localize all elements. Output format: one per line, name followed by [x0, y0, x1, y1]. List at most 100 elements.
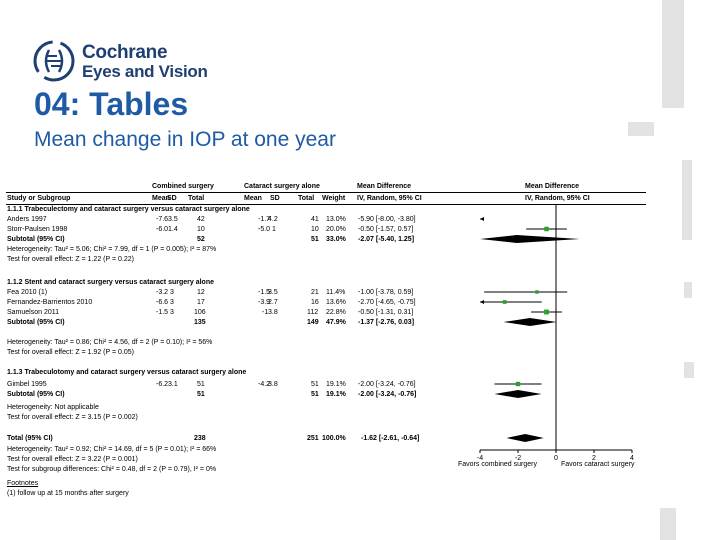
total-weight: 100.0% [322, 435, 346, 442]
col-header-mean1: Mean [152, 195, 170, 202]
study-weight: 22.8% [326, 309, 346, 316]
study-sd2: 2.7 [268, 299, 278, 306]
ci-arrow [480, 217, 484, 221]
total-n2: 251 [307, 435, 319, 442]
effect-marker [544, 309, 549, 315]
overall-effect-text: Test for overall effect: Z = 1.92 (P = 0… [7, 349, 134, 356]
pooled-diamond [506, 434, 544, 442]
study-n2: 41 [311, 216, 319, 223]
brand-subname: Eyes and Vision [82, 62, 208, 81]
total-label: Total (95% CI) [7, 435, 53, 442]
favours-right-label: Favors cataract surgery [561, 461, 635, 468]
group-header-cataract: Cataract surgery alone [244, 183, 320, 190]
pooled-diamond [503, 318, 557, 326]
study-name: Gimbel 1995 [7, 381, 47, 388]
study-name: Samuelson 2011 [7, 309, 60, 316]
study-n2: 51 [311, 381, 319, 388]
study-mean1: -6.6 [156, 299, 169, 306]
subtotal-weight: 19.1% [326, 391, 346, 398]
subtotal-n1: 135 [194, 319, 206, 326]
study-mean1: -3.2 [156, 289, 169, 296]
subtotal-ci: -1.37 [-2.76, 0.03] [358, 319, 415, 326]
study-mean2: -1 [262, 309, 269, 316]
subgroup-heading: 1.1.2 Stent and cataract surgery versus … [7, 279, 214, 286]
study-sd1: 3 [170, 309, 174, 316]
col-header-ci-plot: IV, Random, 95% CI [525, 195, 590, 202]
study-weight: 13.0% [326, 216, 346, 223]
col-header-mean2: Mean [244, 195, 262, 202]
study-n2: 10 [311, 226, 319, 233]
study-name: Storr-Paulsen 1998 [7, 226, 68, 233]
study-ci: -2.70 [-4.65, -0.75] [358, 299, 416, 306]
group-header-combined: Combined surgery [152, 183, 214, 190]
study-mean1: -6.0 [156, 226, 169, 233]
study-name: Fea 2010 (1) [7, 289, 48, 296]
study-sd1: 1.4 [168, 226, 178, 233]
study-n2: 21 [311, 289, 319, 296]
x-tick-label: 4 [630, 455, 634, 462]
brand-name: Cochrane [82, 42, 168, 63]
x-tick-label: -4 [477, 455, 483, 462]
effect-marker [502, 300, 507, 304]
effect-marker [544, 226, 549, 232]
group-header-md: Mean Difference [357, 183, 412, 190]
effect-marker [515, 381, 521, 387]
study-weight: 11.4% [326, 289, 346, 296]
study-n1: 106 [194, 309, 206, 316]
subtotal-n1: 51 [197, 391, 205, 398]
decor-bar [684, 282, 692, 298]
footnotes-label: Footnotes [7, 480, 39, 487]
group-header-md-plot: Mean Difference [525, 183, 580, 190]
study-mean2: -1.7 [258, 216, 271, 223]
study-ci: -0.50 [-1.31, 0.31] [358, 309, 414, 316]
study-mean2: -5.0 [258, 226, 271, 233]
study-n2: 112 [307, 309, 319, 316]
study-ci: -1.00 [-3.78, 0.59] [358, 289, 414, 296]
col-header-weight: Weight [322, 195, 346, 202]
favours-left-label: Favors combined surgery [458, 461, 537, 468]
study-sd2: 4.2 [268, 216, 278, 223]
overall-effect-text: Test for overall effect: Z = 1.22 (P = 0… [7, 256, 134, 263]
col-header-total1: Total [188, 195, 205, 202]
study-weight: 20.0% [326, 226, 346, 233]
subgroup-heading: 1.1.1 Trabeculectomy and cataract surger… [7, 206, 250, 213]
total-ci: -1.62 [-2.61, -0.64] [361, 435, 420, 442]
x-tick-label: -2 [515, 455, 521, 462]
footnote-text: (1) follow up at 15 months after surgery [7, 490, 129, 497]
effect-marker [535, 290, 539, 294]
pooled-diamond [480, 235, 580, 243]
study-sd1: 3 [170, 299, 174, 306]
study-name: Anders 1997 [7, 216, 47, 223]
heterogeneity-text: Heterogeneity: Not applicable [7, 404, 99, 411]
subgroup-heading: 1.1.3 Trabeculotomy and cataract surgery… [7, 369, 247, 376]
total-n1: 238 [194, 435, 206, 442]
study-sd1: 3.1 [168, 381, 178, 388]
study-mean1: -7.6 [156, 216, 169, 223]
subtotal-weight: 47.9% [326, 319, 346, 326]
decor-bar [682, 160, 692, 240]
study-name: Fernandez-Barrientos 2010 [7, 299, 93, 306]
study-n2: 16 [311, 299, 319, 306]
study-mean2: -4.2 [258, 381, 271, 388]
slide-subtitle: Mean change in IOP at one year [34, 128, 336, 151]
study-sd2: 3.5 [268, 289, 278, 296]
study-n1: 42 [197, 216, 205, 223]
subtotal-ci: -2.00 [-3.24, -0.76] [358, 391, 417, 398]
study-ci: -0.50 [-1.57, 0.57] [358, 226, 414, 233]
subtotal-n2: 149 [307, 319, 319, 326]
study-weight: 19.1% [326, 381, 346, 388]
study-sd2: 3.8 [268, 381, 278, 388]
total-overall-effect: Test for overall effect: Z = 3.22 (P = 0… [7, 456, 138, 463]
study-mean1: -1.5 [156, 309, 169, 316]
subtotal-label: Subtotal (95% CI) [7, 236, 65, 243]
study-ci: -2.00 [-3.24, -0.76] [358, 381, 416, 388]
subtotal-n2: 51 [311, 236, 319, 243]
col-header-sd2: SD [270, 195, 280, 202]
study-sd2: 1 [272, 226, 276, 233]
overall-effect-text: Test for overall effect: Z = 3.15 (P = 0… [7, 414, 138, 421]
subtotal-n2: 51 [311, 391, 319, 398]
decor-bar [628, 122, 654, 136]
col-header-study: Study or Subgroup [7, 195, 71, 202]
cochrane-logo-icon [33, 40, 75, 82]
subtotal-weight: 33.0% [326, 236, 346, 243]
